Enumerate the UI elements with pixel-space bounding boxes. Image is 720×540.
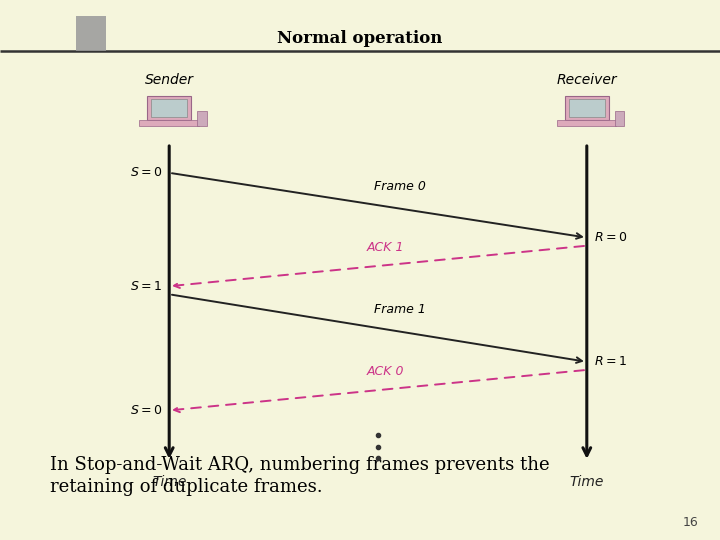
- Text: $R = 0$: $R = 0$: [594, 231, 627, 244]
- Text: Normal operation: Normal operation: [277, 30, 443, 46]
- Bar: [166, 120, 172, 124]
- Bar: [151, 99, 187, 117]
- Text: Frame 0: Frame 0: [374, 180, 426, 193]
- Text: $S = 1$: $S = 1$: [130, 280, 162, 293]
- Bar: [565, 96, 608, 120]
- Text: ACK 1: ACK 1: [366, 241, 404, 254]
- Text: In Stop-and-Wait ARQ, numbering frames prevents the: In Stop-and-Wait ARQ, numbering frames p…: [50, 456, 550, 474]
- Text: Frame 1: Frame 1: [374, 303, 426, 316]
- Text: $S = 0$: $S = 0$: [130, 166, 162, 179]
- Bar: [584, 120, 590, 124]
- Text: Sender: Sender: [145, 73, 194, 87]
- Text: retaining of duplicate frames.: retaining of duplicate frames.: [50, 478, 323, 496]
- Text: Time: Time: [152, 475, 186, 489]
- Bar: [140, 120, 199, 126]
- Bar: [197, 111, 207, 126]
- Bar: [615, 111, 624, 126]
- Text: Time: Time: [570, 475, 604, 489]
- Text: 16: 16: [683, 516, 698, 529]
- Bar: [557, 120, 616, 126]
- Text: $R = 1$: $R = 1$: [594, 355, 627, 368]
- Text: ACK 0: ACK 0: [366, 365, 404, 378]
- Text: $S = 0$: $S = 0$: [130, 404, 162, 417]
- Bar: [148, 96, 191, 120]
- Text: Receiver: Receiver: [557, 73, 617, 87]
- Bar: [569, 99, 605, 117]
- Bar: [76, 16, 106, 51]
